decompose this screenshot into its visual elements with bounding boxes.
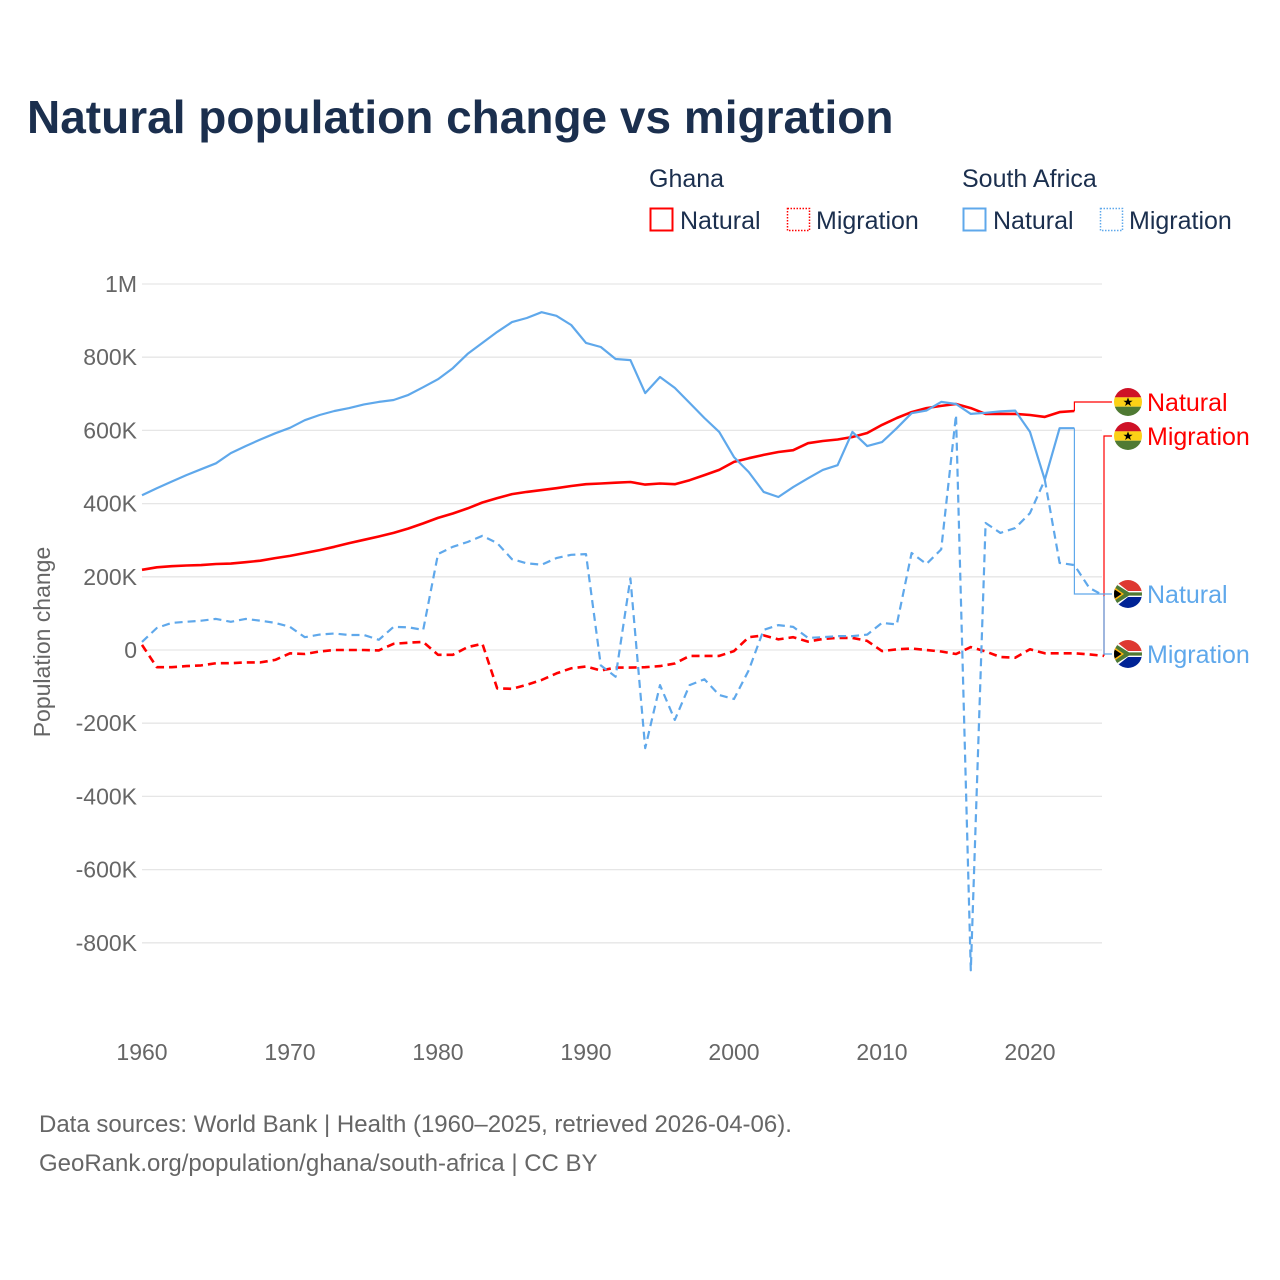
south-africa-flag-icon (1114, 580, 1142, 608)
x-tick-label: 1980 (412, 1039, 463, 1065)
x-tick-label: 2010 (856, 1039, 907, 1065)
legend-swatch-solid (962, 207, 987, 232)
label-leader-line (1103, 595, 1112, 655)
series-line-south-africa-natural[interactable] (141, 311, 1075, 499)
legend-swatch-dotted (786, 207, 811, 232)
y-tick-label: 200K (83, 564, 137, 590)
x-tick-label: 2020 (1004, 1039, 1055, 1065)
end-labels: Natural Migration Natural Migration (1073, 388, 1250, 669)
legend-label: Natural (680, 207, 761, 235)
chart-title: Natural population change vs migration (27, 91, 893, 143)
label-leader-line (1073, 401, 1112, 412)
legend-item-ghana-migration[interactable]: Migration (786, 207, 919, 235)
legend-group-ghana: Ghana (649, 165, 724, 193)
legend-group-south-africa: South Africa (962, 165, 1097, 193)
ghana-flag-icon (1114, 388, 1142, 416)
legend-swatch-dotted (1099, 207, 1124, 232)
y-tick-label: 600K (83, 417, 137, 443)
south-africa-flag-icon (1114, 640, 1142, 668)
legend-label: Migration (816, 207, 919, 235)
end-label-ghana-natural: Natural (1147, 389, 1228, 417)
y-tick-label: 400K (83, 491, 137, 517)
legend-label: Migration (1129, 207, 1232, 235)
y-axis-label: Population change (29, 547, 55, 738)
legend: Ghana South Africa Natural Migration Nat… (649, 165, 1232, 235)
y-tick-label: -600K (76, 857, 138, 883)
y-tick-label: -200K (76, 710, 138, 736)
x-tick-label: 1990 (560, 1039, 611, 1065)
legend-swatch-solid (649, 207, 674, 232)
ghana-flag-icon (1114, 422, 1142, 450)
series-lines (140, 311, 1105, 972)
x-tick-label: 1960 (116, 1039, 167, 1065)
y-tick-label: -400K (76, 783, 138, 809)
y-tick-label: 800K (83, 344, 137, 370)
y-tick-label: 0 (124, 637, 137, 663)
end-label-south-africa-natural: Natural (1147, 581, 1228, 609)
x-tick-label: 2000 (708, 1039, 759, 1065)
series-line-ghana-migration[interactable] (140, 634, 1105, 691)
end-label-ghana-migration: Migration (1147, 423, 1250, 451)
legend-item-south-africa-natural[interactable]: Natural (962, 207, 1074, 235)
x-tick-label: 1970 (264, 1039, 315, 1065)
end-label-south-africa-migration: Migration (1147, 641, 1250, 669)
legend-item-ghana-natural[interactable]: Natural (649, 207, 761, 235)
label-leader-line (1103, 435, 1112, 656)
gridlines (142, 283, 1102, 944)
legend-label: Natural (993, 207, 1074, 235)
source-text: Data sources: World Bank | Health (1960–… (39, 1111, 792, 1138)
y-axis-ticks: 1M 800K 600K 400K 200K 0 -200K -400K -600K -800K (76, 271, 138, 956)
source-link[interactable]: GeoRank.org/population/ghana/south-afric… (39, 1150, 598, 1177)
y-tick-label: -800K (76, 930, 138, 956)
x-axis-ticks: 1960 1970 1980 1990 2000 2010 2020 (116, 1039, 1055, 1065)
series-line-south-africa-migration[interactable] (141, 413, 1105, 972)
label-leader-line (1073, 428, 1112, 595)
series-line-ghana-natural[interactable] (141, 402, 1075, 572)
legend-item-south-africa-migration[interactable]: Migration (1099, 207, 1232, 235)
y-tick-label: 1M (105, 271, 137, 297)
